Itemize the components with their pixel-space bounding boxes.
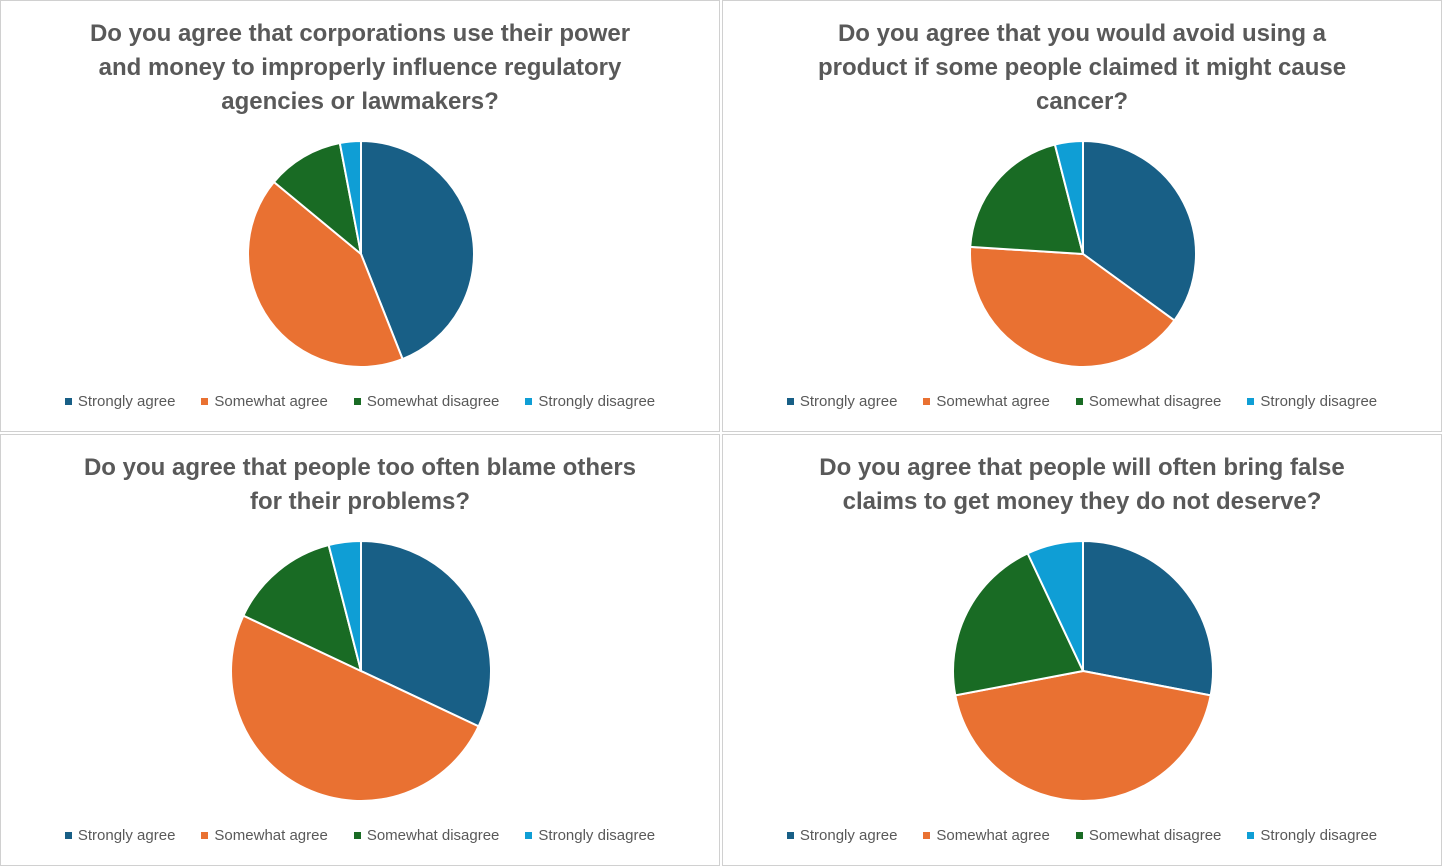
legend-swatch [64, 398, 72, 405]
legend-item: Strongly disagree [525, 393, 655, 410]
legend-label: Strongly agree [77, 827, 176, 844]
pie-chart [230, 539, 492, 802]
pie-slice [1026, 539, 1084, 672]
chart-title: Do you agree that people too often blame… [83, 454, 637, 515]
pie-slice [954, 669, 1212, 802]
pie-slice [952, 552, 1085, 697]
pie-slice [247, 180, 404, 368]
legend-swatch [353, 832, 361, 839]
legend-label: Somewhat agree [936, 393, 1050, 410]
legend-item: Somewhat disagree [1075, 827, 1222, 844]
legend-swatch [1247, 398, 1255, 405]
legend-item: Strongly agree [786, 393, 898, 410]
legend-swatch [923, 398, 931, 405]
legend-item: Strongly disagree [525, 827, 655, 844]
pie-slice [230, 614, 480, 802]
pie-slice [1053, 139, 1084, 255]
pie-slice [969, 245, 1176, 368]
legend-item: Somewhat disagree [353, 393, 500, 410]
legend-label: Strongly disagree [538, 393, 656, 410]
legend-label: Strongly disagree [538, 827, 656, 844]
legend: Strongly agree Somewhat agree Somewhat dis… [1, 393, 719, 410]
pie-slice [338, 139, 362, 255]
chart-panel: Do you agree that corporations use their… [0, 0, 720, 432]
chart-panel: Do you agree that people will often brin… [722, 434, 1442, 866]
legend-item: Somewhat agree [923, 827, 1050, 844]
legend: Strongly agree Somewhat agree Somewhat dis… [723, 827, 1441, 844]
legend-item: Somewhat agree [201, 393, 328, 410]
legend-swatch [786, 832, 794, 839]
legend-item: Somewhat disagree [1075, 393, 1222, 410]
pie-chart [247, 139, 475, 368]
legend-swatch [923, 832, 931, 839]
legend-swatch [1075, 398, 1083, 405]
pie-slice [1082, 539, 1214, 697]
pie-slice [360, 139, 475, 361]
legend-swatch [1247, 832, 1255, 839]
chart-panel: Do you agree that people too often blame… [0, 434, 720, 866]
legend-item: Strongly agree [64, 393, 176, 410]
legend-label: Somewhat disagree [1088, 827, 1222, 844]
legend-item: Strongly agree [786, 827, 898, 844]
legend-label: Somewhat agree [214, 393, 328, 410]
pie-slice [272, 141, 363, 257]
legend-swatch [201, 832, 209, 839]
legend-item: Strongly disagree [1247, 827, 1377, 844]
legend-swatch [353, 398, 361, 405]
legend-item: Somewhat agree [923, 393, 1050, 410]
legend-item: Strongly agree [64, 827, 176, 844]
legend-swatch [786, 398, 794, 405]
pie-chart [969, 139, 1197, 368]
pie-slice [969, 143, 1085, 256]
legend-label: Somewhat disagree [366, 393, 500, 410]
legend-label: Somewhat disagree [1088, 393, 1222, 410]
legend-swatch [64, 832, 72, 839]
legend-label: Somewhat disagree [366, 827, 500, 844]
legend-label: Somewhat agree [214, 827, 328, 844]
chart-title: Do you agree that you would avoid using … [817, 20, 1347, 115]
legend-item: Somewhat agree [201, 827, 328, 844]
legend-item: Somewhat disagree [353, 827, 500, 844]
pie-slice [242, 543, 363, 673]
legend-label: Strongly agree [77, 393, 176, 410]
chart-title: Do you agree that corporations use their… [89, 20, 631, 115]
legend-label: Strongly disagree [1260, 827, 1378, 844]
legend-swatch [525, 832, 533, 839]
pie-slice [360, 539, 492, 728]
chart-title: Do you agree that people will often brin… [819, 454, 1345, 515]
legend: Strongly agree Somewhat agree Somewhat dis… [723, 393, 1441, 410]
legend-swatch [201, 398, 209, 405]
legend-label: Somewhat agree [936, 827, 1050, 844]
chart-panel: Do you agree that you would avoid using … [722, 0, 1442, 432]
legend-swatch [1075, 832, 1083, 839]
pie-chart [952, 539, 1214, 802]
legend: Strongly agree Somewhat agree Somewhat dis… [1, 827, 719, 844]
legend-item: Strongly disagree [1247, 393, 1377, 410]
legend-swatch [525, 398, 533, 405]
legend-label: Strongly agree [799, 393, 898, 410]
legend-label: Strongly agree [799, 827, 898, 844]
pie-slice [327, 539, 362, 672]
pie-slice [1082, 139, 1197, 322]
legend-label: Strongly disagree [1260, 393, 1378, 410]
